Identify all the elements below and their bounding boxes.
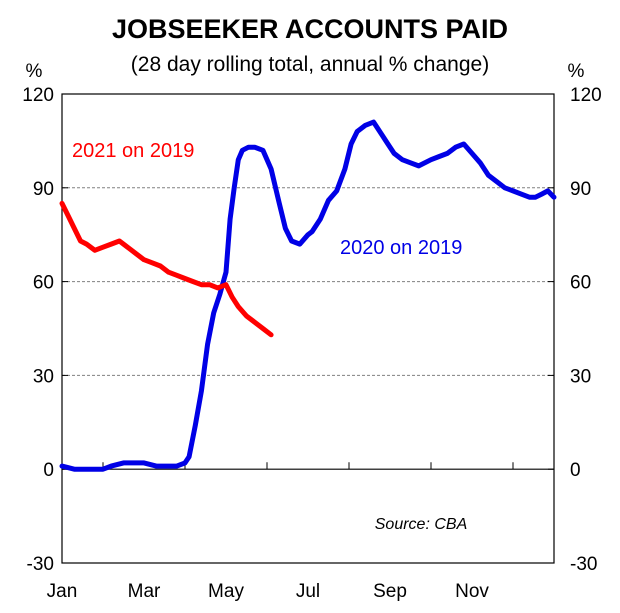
y-tick-label-left: 0 [43, 460, 54, 481]
x-tick-label: Nov [455, 581, 489, 602]
x-tick-label: Mar [128, 581, 161, 602]
y-tick-label-left: 90 [33, 179, 54, 200]
y-tick-label-left: 60 [33, 273, 54, 294]
x-tick-label: Sep [373, 581, 407, 602]
x-tick-label: Jul [296, 581, 320, 602]
chart-title: JOBSEEKER ACCOUNTS PAID [112, 14, 508, 44]
x-tick-label: May [208, 581, 244, 602]
y-tick-label-left: 120 [22, 85, 54, 106]
series [59, 119, 557, 472]
plot-area-frame [61, 93, 555, 564]
series-line-2021 [59, 200, 274, 338]
source-note: Source: CBA [375, 516, 467, 533]
gridlines [62, 187, 554, 376]
y-tick-label-left: 30 [33, 366, 54, 387]
y-tick-label-right: 120 [570, 85, 602, 106]
chart-subtitle: (28 day rolling total, annual % change) [131, 53, 489, 76]
y-tick-label-right: 0 [570, 460, 581, 481]
y-tick-label-right: -30 [570, 554, 597, 575]
y-tick-label-left: -30 [27, 554, 54, 575]
y-tick-label-right: 30 [570, 366, 591, 387]
axes: 120 120 90 90 60 60 30 30 0 0 -30 -30 Jan Mar May Jul Se… [22, 85, 601, 602]
x-tick-label: Jan [47, 581, 78, 602]
y-unit-left: % [26, 61, 43, 82]
series-label-2020: 2020 on 2019 [340, 237, 462, 259]
y-tick-label-right: 90 [570, 179, 591, 200]
y-tick-label-right: 60 [570, 273, 591, 294]
series-label-2021: 2021 on 2019 [72, 140, 194, 162]
y-unit-right: % [568, 61, 585, 82]
series-line-2020 [59, 119, 557, 472]
